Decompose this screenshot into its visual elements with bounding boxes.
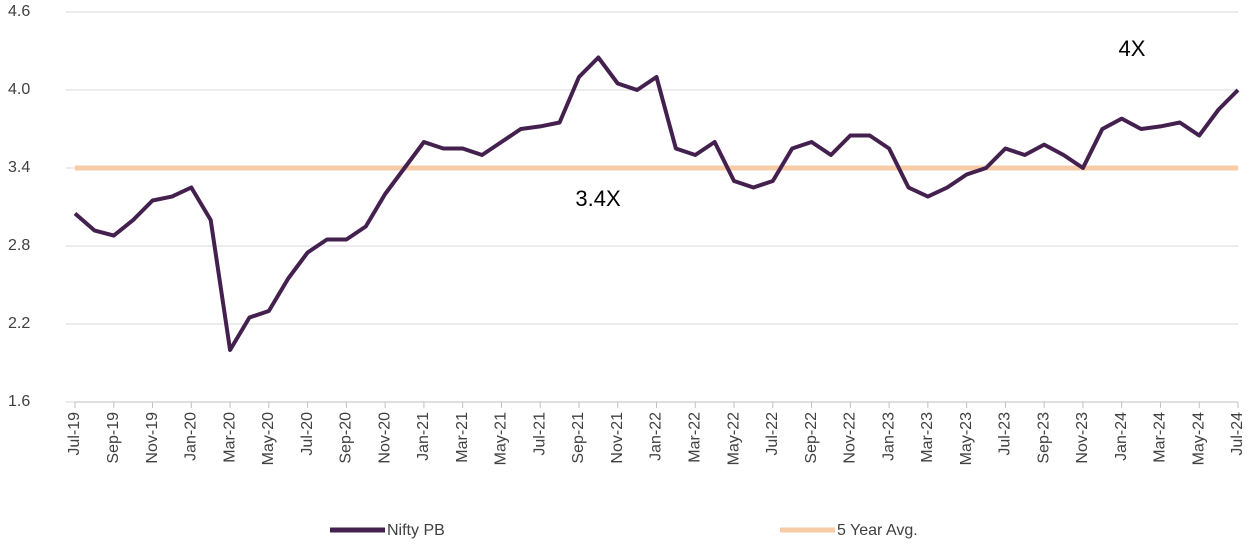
- x-tick-label: Jan-24: [1113, 412, 1130, 461]
- x-tick-label: Mar-24: [1152, 412, 1169, 463]
- x-tick-label: May-24: [1190, 412, 1207, 465]
- x-tick-label: Nov-23: [1074, 412, 1091, 464]
- x-tick-label: Sep-21: [570, 412, 587, 464]
- x-tick-label: Mar-23: [919, 412, 936, 463]
- x-tick-label: Jan-20: [183, 412, 200, 461]
- y-tick-label: 4.0: [8, 81, 30, 98]
- x-tick-label: Sep-20: [338, 412, 355, 464]
- x-tick-label: Jul-22: [764, 412, 781, 456]
- x-tick-label: May-21: [493, 412, 510, 465]
- annotation: 4X: [1119, 36, 1146, 61]
- x-tick-label: Jul-21: [531, 412, 548, 456]
- x-tick-label: Sep-19: [105, 412, 122, 464]
- x-tick-label: Jul-23: [997, 412, 1014, 456]
- x-tick-label: Jan-23: [880, 412, 897, 461]
- x-tick-label: Nov-21: [609, 412, 626, 464]
- y-tick-label: 2.8: [8, 237, 30, 254]
- x-tick-label: Jul-24: [1229, 412, 1246, 456]
- x-tick-label: Jul-19: [66, 412, 83, 456]
- y-tick-label: 4.6: [8, 3, 30, 20]
- y-tick-label: 3.4: [8, 159, 30, 176]
- x-tick-label: Mar-21: [454, 412, 471, 463]
- x-tick-label: May-20: [260, 412, 277, 465]
- legend-label: Nifty PB: [387, 522, 445, 539]
- x-tick-label: Nov-19: [144, 412, 161, 464]
- x-tick-label: Mar-20: [221, 412, 238, 463]
- x-tick-label: Jul-20: [299, 412, 316, 456]
- legend-label: 5 Year Avg.: [837, 522, 918, 539]
- series-line: [73, 55, 1240, 352]
- x-tick-label: Nov-20: [376, 412, 393, 464]
- x-tick-label: Mar-22: [686, 412, 703, 463]
- x-tick-label: May-22: [725, 412, 742, 465]
- y-tick-label: 1.6: [8, 393, 30, 410]
- x-tick-label: May-23: [958, 412, 975, 465]
- x-tick-label: Nov-22: [842, 412, 859, 464]
- x-tick-label: Jan-21: [415, 412, 432, 461]
- annotation: 3.4X: [575, 186, 621, 211]
- x-tick-label: Jan-22: [648, 412, 665, 461]
- x-tick-label: Sep-22: [803, 412, 820, 464]
- x-tick-label: Sep-23: [1035, 412, 1052, 464]
- y-tick-label: 2.2: [8, 315, 30, 332]
